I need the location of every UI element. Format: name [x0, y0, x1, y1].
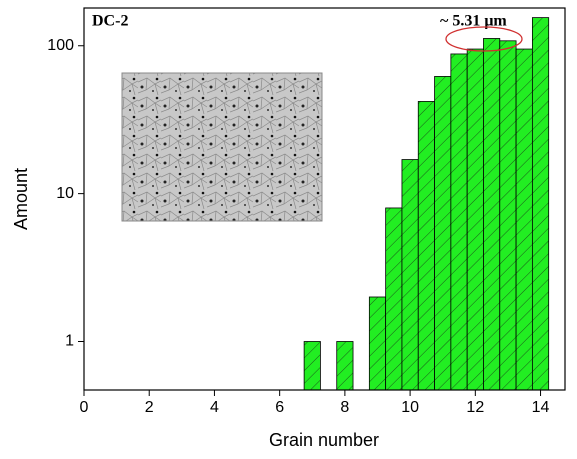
inset-micrograph [121, 72, 323, 222]
x-tick-label: 4 [210, 399, 219, 416]
plot-frame [83, 7, 566, 391]
y-tick-label: 1 [65, 333, 74, 350]
x-tick-label: 0 [80, 399, 89, 416]
bar [515, 48, 533, 391]
bar [483, 38, 501, 391]
y-tick-label: 100 [47, 37, 74, 54]
x-tick-label: 10 [401, 399, 419, 416]
x-axis-title: Grain number [269, 430, 379, 450]
sample-label: DC-2 [92, 13, 128, 30]
highlight-ellipse [445, 26, 523, 52]
bar [385, 207, 403, 391]
bar [531, 17, 550, 391]
x-tick-label: 6 [275, 399, 284, 416]
bar [417, 101, 435, 391]
y-tick-label: 10 [56, 185, 74, 202]
bar [466, 48, 484, 391]
bar [401, 159, 419, 391]
x-tick-label: 12 [466, 399, 484, 416]
x-tick-label: 2 [145, 399, 154, 416]
bar [450, 53, 468, 391]
plot-area: 0 2 4 6 8 10 12 14 1 10 100 [47, 7, 566, 416]
x-tick-label: 14 [532, 399, 550, 416]
size-annotation: ~ 5.31 μm [440, 13, 507, 30]
bar [336, 341, 354, 391]
bar [499, 40, 517, 391]
bar [368, 296, 387, 391]
bar [434, 76, 452, 391]
bar [303, 341, 321, 391]
x-tick-label: 8 [340, 399, 349, 416]
y-axis-title: Amount [11, 168, 31, 230]
